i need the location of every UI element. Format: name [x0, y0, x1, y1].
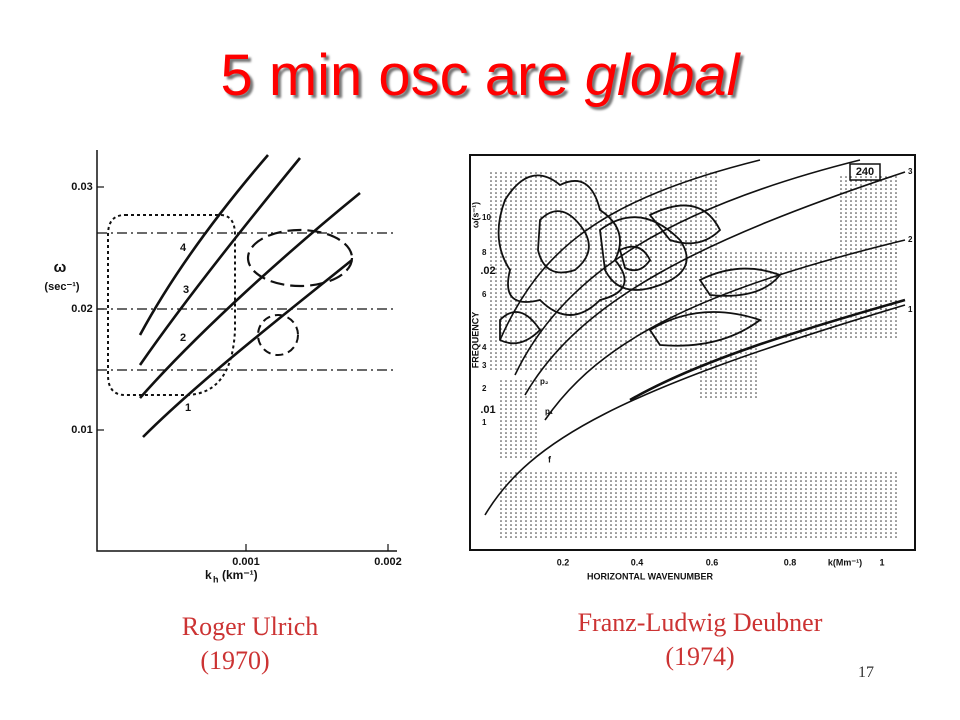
minor-tick-label: 2 — [482, 384, 487, 393]
x-tick-label: 0.6 — [706, 557, 719, 567]
box-label: 240 — [856, 166, 874, 178]
minor-tick-label: 10 — [482, 213, 491, 222]
mode-label: p₁ — [545, 407, 554, 416]
page-number: 17 — [858, 664, 874, 681]
mode-label: p₂ — [540, 377, 549, 386]
mode-label: 3 — [908, 167, 913, 176]
y-axis-label: FREQUENCY — [470, 312, 480, 369]
curve-label: 4 — [180, 242, 187, 254]
caption-year: (1970) — [200, 646, 270, 675]
x-tick-label: 0.001 — [232, 556, 260, 568]
x-axis-unit: k(Mm⁻¹) — [828, 557, 862, 567]
caption-name: Roger Ulrich — [181, 612, 319, 641]
reference-lines — [97, 232, 397, 371]
minor-tick-label: 6 — [482, 290, 487, 299]
minor-tick-label: 1 — [482, 418, 487, 427]
contours — [497, 174, 782, 347]
y-tick-label: 0.01 — [71, 424, 92, 436]
x-tick-label: 0.4 — [631, 557, 644, 567]
mode-label: f — [548, 454, 552, 464]
caption: Franz-Ludwig Deubner (1974) — [530, 606, 870, 674]
minor-tick-label: 4 — [482, 343, 487, 352]
mode-label: 2 — [908, 235, 913, 244]
mode-curves — [484, 159, 906, 516]
x-tick-label: 0.2 — [557, 557, 570, 567]
curve-label: 3 — [183, 284, 189, 296]
x-axis-label: HORIZONTAL WAVENUMBER — [587, 571, 713, 581]
minor-tick-label: 8 — [482, 248, 487, 257]
mode-curves — [138, 154, 361, 438]
mode-label: 1 — [908, 305, 913, 314]
title-text: 5 min osc are — [220, 43, 585, 108]
y-axis-unit: (sec⁻¹) — [44, 281, 79, 293]
x-axis-symbol: k — [205, 568, 212, 582]
y-tick-label: 0.03 — [71, 181, 92, 193]
caption: Roger Ulrich (1970) — [150, 610, 350, 678]
dashed-region — [246, 228, 354, 288]
caption-name: Franz-Ludwig Deubner — [577, 608, 823, 637]
y-tick-label: .02 — [480, 265, 495, 277]
curve-label: 2 — [180, 332, 186, 344]
axes — [96, 150, 397, 552]
deubner-figure — [469, 154, 916, 551]
ulrich-labels: 0.03 0.02 0.01 0.001 0.002 ω (sec⁻¹) k h… — [44, 181, 401, 584]
label-box — [849, 163, 881, 181]
slide-title: 5 min osc are global — [0, 42, 960, 109]
x-tick-label: 0.8 — [784, 557, 797, 567]
y-tick-label: 0.02 — [71, 303, 92, 315]
dashed-region — [257, 314, 299, 356]
frame — [469, 154, 916, 551]
x-tick-label: 1 — [879, 557, 884, 567]
curve-label: 1 — [185, 402, 191, 414]
y-axis-symbol: ω — [54, 259, 67, 276]
ticks — [97, 186, 389, 551]
minor-tick-label: 3 — [482, 361, 487, 370]
x-axis-unit: (km⁻¹) — [222, 568, 258, 582]
dotted-region — [107, 214, 236, 396]
deubner-labels: 240 .02 .01 10 8 6 4 3 2 1 ω(s⁻¹) FREQUE… — [470, 166, 913, 581]
y-axis-symbol: ω(s⁻¹) — [470, 202, 480, 228]
x-tick-label: 0.002 — [374, 556, 402, 568]
x-axis-subscript: h — [213, 574, 219, 584]
power-dots — [490, 170, 900, 540]
title-emphasis: global — [584, 43, 740, 108]
caption-year: (1974) — [665, 642, 735, 671]
y-tick-label: .01 — [480, 404, 495, 416]
ulrich-figure — [96, 150, 397, 552]
